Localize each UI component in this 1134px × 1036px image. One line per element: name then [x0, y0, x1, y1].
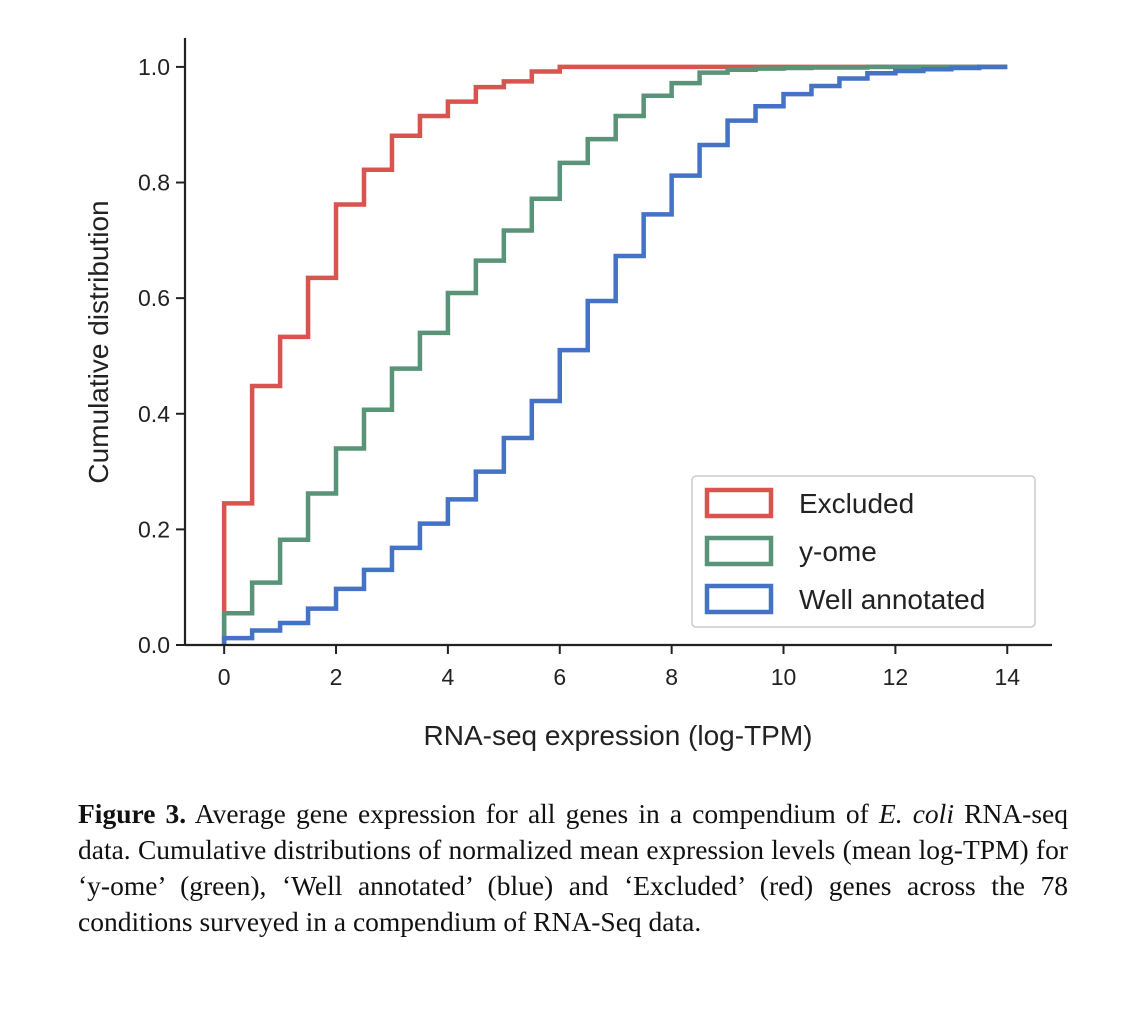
x-tick-label: 0 [218, 664, 231, 690]
y-tick-label: 0.6 [138, 285, 170, 311]
legend-label: y-ome [799, 536, 877, 567]
caption-text-2: RNA-seq data. Cumulative distributions o… [78, 798, 1068, 937]
caption-species: E. coli [878, 798, 954, 829]
legend-label: Well annotated [799, 584, 985, 615]
x-tick-label: 8 [665, 664, 678, 690]
legend-swatch [704, 583, 774, 615]
x-axis-label: RNA-seq expression (log-TPM) [424, 720, 813, 751]
y-tick-label: 0.8 [138, 170, 170, 196]
cumulative-distribution-chart: 0 2 4 6 8 10 12 14 0.0 0.2 0.4 0.6 0.8 1.0 RNA-seq ex… [83, 38, 1052, 751]
y-tick-label: 0.4 [138, 401, 170, 427]
series-line-excluded [221, 64, 1008, 645]
caption-label: Figure 3. [78, 798, 187, 829]
axes [183, 38, 1052, 647]
legend-swatch [704, 487, 774, 519]
series-line-y-ome [221, 64, 1008, 645]
y-tick-label: 1.0 [138, 54, 170, 80]
x-tick-label: 10 [771, 664, 797, 690]
y-axis-label: Cumulative distribution [83, 200, 114, 483]
legend: Excluded y-ome Well annotated [691, 475, 1036, 628]
figure-caption: Figure 3. Average gene expression for al… [78, 796, 1068, 940]
y-tick-label: 0.2 [138, 516, 170, 542]
y-tick-label: 0.0 [138, 632, 170, 658]
legend-frame [691, 475, 1036, 628]
x-tick-label: 6 [553, 664, 566, 690]
ticks: 0 2 4 6 8 10 12 14 0.0 0.2 0.4 0.6 0.8 1.0 [138, 54, 1020, 690]
legend-swatch [704, 535, 774, 567]
x-tick-label: 2 [330, 664, 343, 690]
x-tick-label: 14 [994, 664, 1020, 690]
caption-text-1: Average gene expression for all genes in… [186, 798, 879, 829]
series-layer [221, 64, 1008, 645]
x-tick-label: 12 [883, 664, 909, 690]
x-tick-label: 4 [441, 664, 454, 690]
legend-label: Excluded [799, 488, 914, 519]
series-line-well-annotated [221, 64, 1008, 645]
